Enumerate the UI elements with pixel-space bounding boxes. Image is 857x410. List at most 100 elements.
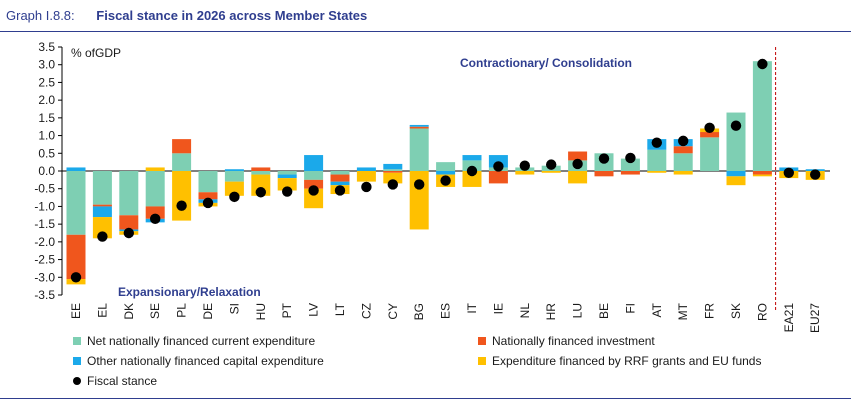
- x-tick-label: HR: [544, 303, 558, 321]
- y-tick-label: 2.5: [38, 75, 55, 89]
- bar-segment-current: [383, 169, 403, 171]
- stance-point: [704, 122, 715, 133]
- bar-segment-current: [224, 171, 244, 182]
- bar-segment-current: [620, 158, 640, 171]
- bar-segment-investment: [700, 132, 720, 138]
- graph-number: Graph I.8.8:: [6, 8, 75, 23]
- x-tick-label: EA21: [782, 303, 796, 333]
- bar-segment-current: [752, 61, 772, 171]
- y-tick-label: -0.5: [34, 182, 55, 196]
- bar-segment-current: [277, 171, 297, 175]
- x-tick-label: EU27: [808, 303, 822, 333]
- bar-segment-other_capital: [66, 167, 86, 171]
- x-tick-label: LU: [571, 303, 585, 318]
- stance-point: [546, 159, 557, 170]
- bar-segment-current: [462, 160, 482, 171]
- y-tick-label: -3.5: [34, 288, 55, 302]
- bar-segment-other_capital: [224, 169, 244, 171]
- bar-segment-rrf: [383, 172, 403, 184]
- bar-segment-current: [251, 171, 271, 175]
- y-tick-label: 1.5: [38, 111, 55, 125]
- stance-point: [255, 187, 266, 198]
- bar-segment-investment: [172, 139, 192, 154]
- x-tick-label: LT: [333, 302, 347, 316]
- x-tick-label: PT: [280, 302, 294, 318]
- stance-point: [97, 231, 108, 242]
- bar-segment-other_capital: [92, 206, 112, 218]
- x-tick-label: AT: [650, 302, 664, 317]
- stance-point: [308, 185, 319, 196]
- bar-segment-investment: [92, 204, 112, 207]
- y-tick-label: 2.0: [38, 93, 55, 107]
- stance-point: [229, 191, 240, 203]
- bar-segment-investment: [251, 167, 271, 171]
- x-tick-label: DE: [201, 303, 215, 320]
- bar-segment-current: [66, 171, 86, 235]
- bar-segment-investment: [304, 179, 324, 189]
- bar-segment-current: [172, 153, 192, 171]
- stance-points-layer: [70, 58, 821, 283]
- bar-segment-rrf: [224, 181, 244, 196]
- y-tick-label: -2.5: [34, 253, 55, 267]
- stance-point: [334, 185, 346, 196]
- bar-segment-current: [647, 149, 667, 171]
- bar-segment-investment: [119, 215, 139, 230]
- bar-segment-investment: [145, 206, 165, 219]
- bar-segment-current: [330, 171, 350, 175]
- bar-segment-investment: [568, 151, 588, 161]
- y-tick-label: -1.5: [34, 217, 55, 231]
- bar-segment-current: [673, 153, 693, 171]
- bar-segment-rrf: [726, 176, 746, 186]
- bar-segment-rrf: [462, 171, 482, 187]
- bar-segment-current: [700, 137, 720, 171]
- bar-segment-investment: [66, 234, 86, 280]
- y-tick-label: 3.5: [38, 40, 55, 54]
- stance-point: [572, 158, 583, 170]
- stance-point: [810, 169, 821, 180]
- x-tick-label: HU: [254, 303, 268, 320]
- bar-segment-investment: [752, 171, 772, 175]
- x-tick-label: SK: [729, 303, 743, 319]
- bar-segment-current: [92, 171, 112, 205]
- bar-segment-current: [436, 162, 456, 171]
- header-rule: [0, 31, 851, 32]
- bar-segment-investment: [198, 192, 218, 200]
- bar-segment-current: [304, 171, 324, 180]
- bar-segment-other_capital: [383, 163, 403, 170]
- x-tick-label: MT: [676, 302, 690, 320]
- bar-segment-other_capital: [330, 181, 350, 186]
- bar-segment-rrf: [277, 178, 297, 191]
- bar-segment-current: [145, 171, 165, 207]
- bar-segment-rrf: [647, 171, 667, 173]
- x-tick-label: SE: [148, 303, 162, 319]
- stance-point: [625, 152, 636, 164]
- bar-segment-investment: [620, 171, 640, 175]
- x-tick-label: NL: [518, 303, 532, 319]
- bar-segment-other_capital: [436, 171, 456, 175]
- x-tick-label: FI: [623, 303, 637, 314]
- stance-point: [783, 167, 794, 178]
- x-tick-label: RO: [755, 303, 769, 321]
- y-tick-label: 3.0: [38, 58, 55, 72]
- x-tick-label: CY: [386, 303, 400, 320]
- stance-point: [730, 120, 742, 131]
- x-tick-label: IE: [491, 303, 505, 314]
- stance-point: [493, 161, 504, 172]
- bar-segment-current: [119, 171, 139, 216]
- x-tick-label: BG: [412, 303, 426, 320]
- bar-segment-rrf: [92, 217, 112, 239]
- bar-segment-other_capital: [304, 155, 324, 171]
- footer-rule: [0, 398, 851, 399]
- x-tick-label: SI: [227, 303, 241, 314]
- stance-point: [361, 181, 372, 193]
- graph-title: Fiscal stance in 2026 across Member Stat…: [96, 8, 368, 23]
- x-tick-label: ES: [439, 303, 453, 319]
- bar-segment-other_capital: [726, 171, 746, 177]
- bars-layer: [66, 61, 825, 285]
- stance-point: [282, 186, 293, 197]
- bar-segment-rrf: [541, 171, 561, 173]
- y-tick-label: 0.0: [38, 164, 55, 178]
- x-tick-label: PL: [175, 303, 189, 318]
- stance-point: [387, 179, 398, 190]
